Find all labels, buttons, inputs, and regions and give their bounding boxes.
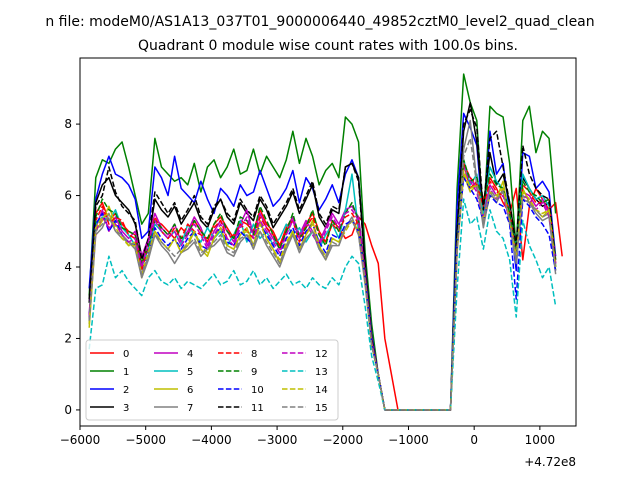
legend-frame — [85, 339, 339, 421]
figure-suptitle: n file: modeM0/AS1A13_037T01_9000006440_… — [45, 14, 594, 30]
series-line-3 — [88, 101, 557, 411]
legend-label-13: 13 — [315, 367, 328, 378]
legend-label-7: 7 — [187, 403, 193, 414]
legend-label-5: 5 — [187, 367, 193, 378]
legend-label-12: 12 — [315, 349, 328, 360]
legend-label-10: 10 — [251, 385, 264, 396]
legend-label-14: 14 — [315, 385, 328, 396]
series-line-13 — [88, 198, 557, 411]
legend-label-6: 6 — [187, 385, 193, 396]
x-tick-label: −5000 — [125, 433, 166, 447]
x-offset-label: +4.72e8 — [524, 455, 576, 469]
legend-label-9: 9 — [251, 367, 257, 378]
y-axis: 0 2 4 6 8 — [64, 117, 80, 417]
y-tick-label: 4 — [64, 260, 72, 274]
legend-label-2: 2 — [123, 385, 129, 396]
series-line-11 — [88, 109, 557, 411]
x-tick-label: −2000 — [322, 433, 363, 447]
x-tick-label: 0 — [470, 433, 478, 447]
series-layer — [88, 73, 563, 411]
y-tick-label: 8 — [64, 117, 72, 131]
legend-label-15: 15 — [315, 403, 328, 414]
plot-frame — [79, 57, 577, 427]
legend-label-3: 3 — [123, 403, 129, 414]
legend-label-0: 0 — [123, 349, 129, 360]
x-tick-label: −4000 — [191, 433, 232, 447]
y-tick-label: 0 — [64, 403, 72, 417]
y-tick-label: 2 — [64, 331, 72, 345]
x-tick-label: −6000 — [60, 433, 101, 447]
legend-label-1: 1 — [123, 367, 129, 378]
x-axis: −6000 −5000 −4000 −3000 −2000 −1000 0 1000 — [60, 426, 555, 447]
legend-label-11: 11 — [251, 403, 264, 414]
series-line-15 — [88, 137, 557, 411]
legend-label-4: 4 — [187, 349, 193, 360]
y-tick-label: 6 — [64, 189, 72, 203]
legend-label-8: 8 — [251, 349, 257, 360]
x-tick-label: −1000 — [388, 433, 429, 447]
x-tick-label: 1000 — [525, 433, 556, 447]
x-tick-label: −3000 — [257, 433, 298, 447]
chart-title: Quadrant 0 module wise count rates with … — [138, 38, 518, 54]
series-line-12 — [88, 169, 557, 411]
